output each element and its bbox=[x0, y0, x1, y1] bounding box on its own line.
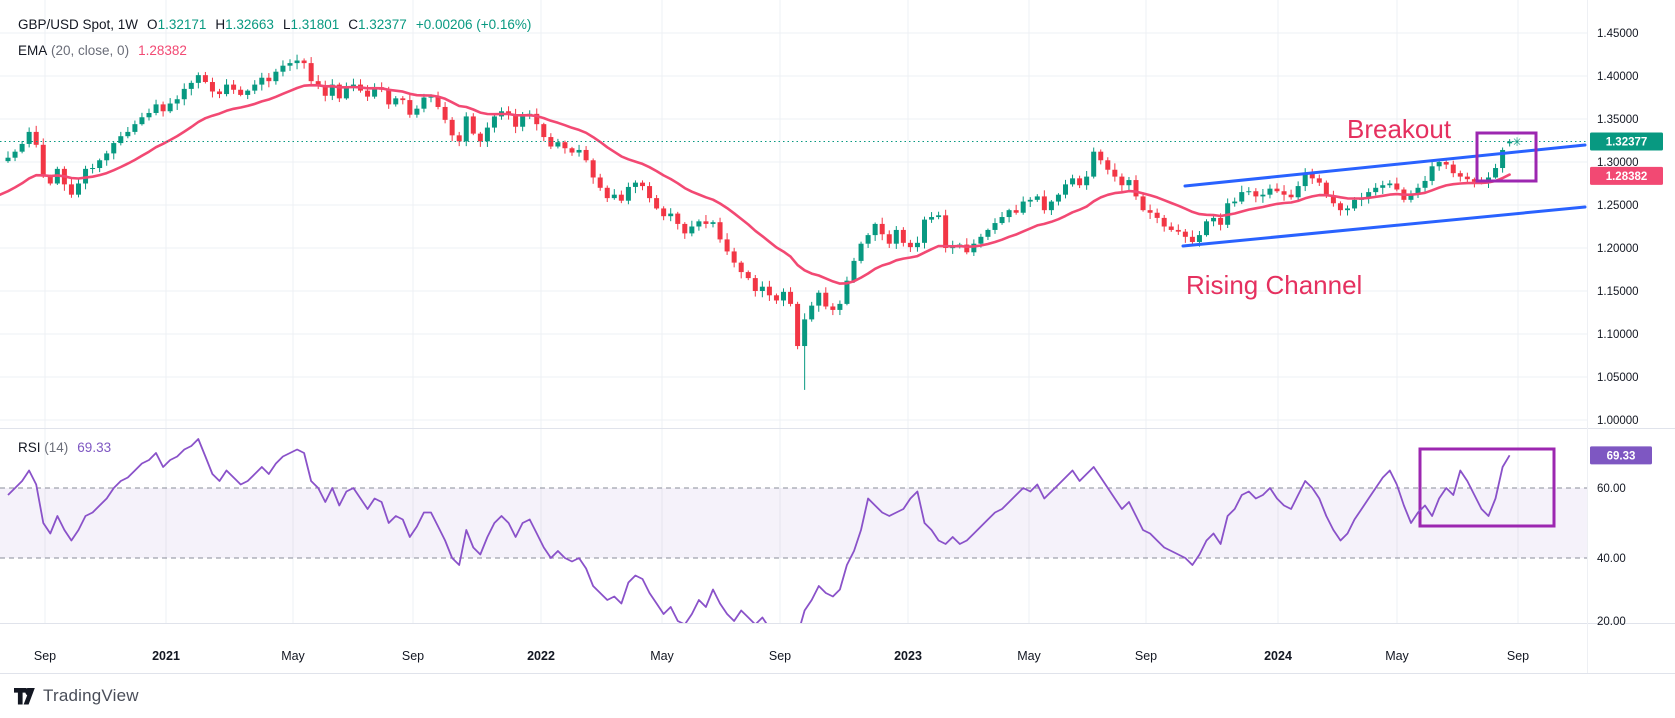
svg-text:1.35000: 1.35000 bbox=[1597, 114, 1639, 126]
rsi-value: 69.33 bbox=[77, 440, 112, 455]
svg-text:20.00: 20.00 bbox=[1597, 616, 1626, 628]
high-value: 1.32663 bbox=[225, 17, 274, 32]
axis-badge: 1.28382 bbox=[1590, 166, 1663, 185]
axis-badge: 69.33 bbox=[1590, 446, 1652, 465]
footer-bar: TradingView bbox=[0, 674, 1675, 718]
svg-text:1.05000: 1.05000 bbox=[1597, 372, 1639, 384]
svg-text:Sep: Sep bbox=[34, 649, 56, 663]
low-label: L bbox=[282, 17, 291, 32]
channel-line-upper bbox=[1183, 143, 1587, 188]
symbol-legend[interactable]: GBP/USD Spot, 1W O 1.32171 H 1.32663 L 1.31… bbox=[18, 17, 531, 32]
svg-text:1.25000: 1.25000 bbox=[1597, 200, 1639, 212]
svg-text:2022: 2022 bbox=[527, 649, 555, 663]
close-value: 1.32377 bbox=[358, 17, 407, 32]
ema-value: 1.28382 bbox=[138, 43, 187, 58]
svg-text:1.32377: 1.32377 bbox=[1606, 137, 1648, 149]
svg-text:1.15000: 1.15000 bbox=[1597, 286, 1639, 298]
svg-text:1.00000: 1.00000 bbox=[1597, 415, 1639, 427]
rsi-legend[interactable]: RSI (14) 69.33 bbox=[18, 440, 111, 455]
svg-text:Sep: Sep bbox=[1507, 649, 1529, 663]
open-value: 1.32171 bbox=[157, 17, 207, 32]
breakout-annotation[interactable]: Breakout bbox=[1347, 114, 1452, 144]
svg-text:Sep: Sep bbox=[402, 649, 424, 663]
svg-text:2024: 2024 bbox=[1264, 649, 1292, 663]
svg-text:2021: 2021 bbox=[152, 649, 180, 663]
rsi-name[interactable]: RSI bbox=[18, 440, 41, 455]
svg-text:1.28382: 1.28382 bbox=[1606, 171, 1648, 183]
svg-text:2023: 2023 bbox=[894, 649, 922, 663]
svg-text:Sep: Sep bbox=[1135, 649, 1157, 663]
svg-text:May: May bbox=[281, 649, 305, 663]
rsi-box bbox=[1418, 447, 1556, 528]
svg-text:1.10000: 1.10000 bbox=[1597, 329, 1639, 341]
svg-text:1.20000: 1.20000 bbox=[1597, 243, 1639, 255]
ema-params: (20, close, 0) bbox=[51, 43, 130, 58]
svg-text:1.45000: 1.45000 bbox=[1597, 28, 1639, 40]
svg-text:60.00: 60.00 bbox=[1597, 483, 1626, 495]
high-label: H bbox=[215, 17, 226, 32]
tradingview-brand-text[interactable]: TradingView bbox=[43, 686, 139, 705]
svg-text:May: May bbox=[1017, 649, 1041, 663]
axis-badge: 1.32377 bbox=[1590, 132, 1663, 151]
ema-name[interactable]: EMA bbox=[18, 43, 48, 58]
rsi-params: (14) bbox=[44, 440, 69, 455]
close-label: C bbox=[348, 17, 359, 32]
change-value: +0.00206 (+0.16%) bbox=[415, 17, 532, 32]
open-label: O bbox=[147, 17, 158, 32]
svg-text:40.00: 40.00 bbox=[1597, 553, 1626, 565]
channel-line-lower bbox=[1181, 205, 1587, 248]
svg-text:69.33: 69.33 bbox=[1607, 450, 1636, 462]
svg-text:Sep: Sep bbox=[769, 649, 791, 663]
last-price-marker-icon: ✳ bbox=[1512, 135, 1522, 149]
symbol-title[interactable]: GBP/USD Spot, 1W bbox=[18, 17, 139, 32]
svg-text:May: May bbox=[650, 649, 674, 663]
svg-text:May: May bbox=[1385, 649, 1409, 663]
low-value: 1.31801 bbox=[290, 17, 340, 32]
svg-text:1.40000: 1.40000 bbox=[1597, 71, 1639, 83]
rising-channel-annotation[interactable]: Rising Channel bbox=[1186, 270, 1363, 300]
tradingview-logo-icon[interactable] bbox=[14, 687, 35, 705]
breakout-box bbox=[1475, 131, 1538, 183]
ema-legend[interactable]: EMA (20, close, 0) 1.28382 bbox=[18, 43, 187, 58]
svg-text:1.30000: 1.30000 bbox=[1597, 157, 1639, 169]
